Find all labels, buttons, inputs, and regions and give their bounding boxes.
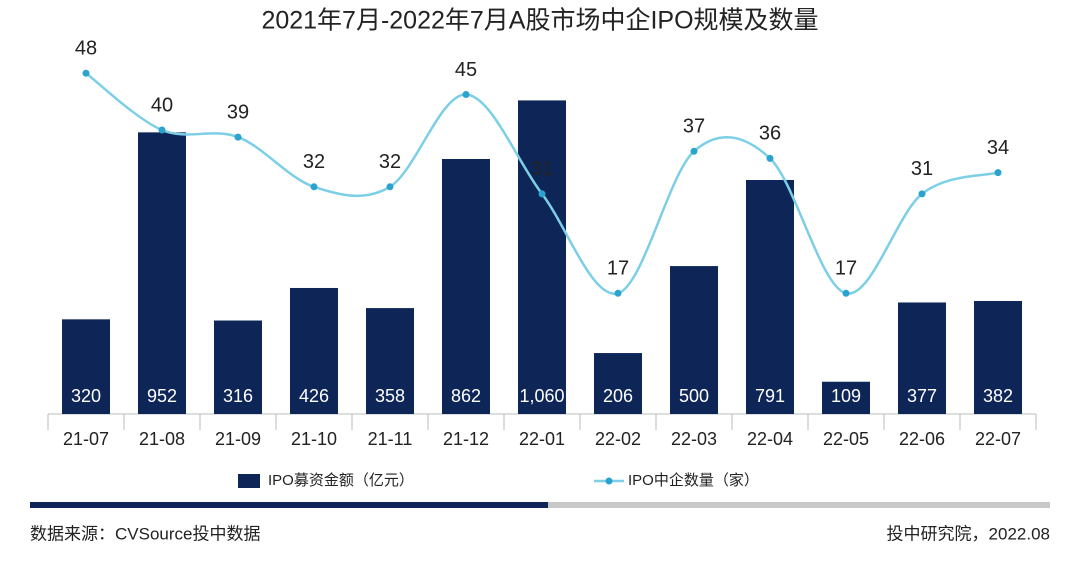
line-value-label: 32 (379, 151, 401, 173)
bar (290, 287, 338, 414)
line-point (994, 169, 1002, 177)
legend-marker (605, 477, 613, 485)
x-tick-label: 22-06 (899, 429, 945, 449)
legend-label: IPO募资金额（亿元） (268, 472, 414, 489)
legend-swatch (238, 474, 260, 488)
line-value-label: 17 (835, 258, 857, 280)
x-tick-label: 21-08 (139, 429, 185, 449)
bar-value-label: 109 (831, 386, 861, 406)
bar-value-label: 862 (451, 386, 481, 406)
line-value-label: 40 (151, 94, 173, 116)
bar-value-label: 500 (679, 386, 709, 406)
x-tick-label: 21-07 (63, 429, 109, 449)
bar (670, 266, 718, 414)
bar-value-label: 358 (375, 386, 405, 406)
line-point (310, 183, 318, 191)
legend-label: IPO中企数量（家） (628, 471, 759, 489)
bar-value-label: 382 (983, 386, 1013, 406)
bar-value-label: 1,060 (519, 386, 564, 406)
x-tick-label: 21-11 (368, 429, 413, 449)
line-point (842, 289, 850, 297)
bar-value-label: 206 (603, 386, 633, 406)
divider-dark (30, 502, 548, 508)
line-point (614, 289, 622, 297)
bar (594, 353, 642, 414)
bar-value-label: 320 (71, 386, 101, 406)
bar-value-label: 316 (223, 386, 253, 406)
line-value-label: 39 (227, 101, 249, 123)
bar-value-label: 426 (299, 386, 329, 406)
x-tick-label: 22-03 (671, 429, 717, 449)
bar (746, 179, 794, 414)
line-point (158, 126, 166, 134)
line-value-label: 48 (75, 37, 97, 59)
bar-value-label: 377 (907, 386, 937, 406)
line-point (538, 190, 546, 198)
x-tick-label: 22-04 (747, 429, 793, 449)
bar (366, 308, 414, 414)
bar (138, 132, 186, 414)
source-note: 数据来源：CVSource投中数据 (30, 524, 260, 543)
x-tick-label: 21-12 (443, 429, 489, 449)
bar-value-label: 791 (755, 386, 785, 406)
line-value-label: 37 (683, 116, 705, 138)
bar (62, 319, 110, 414)
line-point (386, 183, 394, 191)
line-point (690, 147, 698, 155)
x-tick-label: 21-10 (291, 429, 337, 449)
x-tick-label: 22-02 (595, 429, 641, 449)
divider-light (548, 502, 1050, 508)
line-value-label: 17 (607, 258, 629, 280)
bar (974, 300, 1022, 414)
bar (822, 381, 870, 414)
line-value-label: 34 (987, 137, 1009, 159)
credit-note: 投中研究院，2022.08 (887, 524, 1050, 543)
line-value-label: 36 (759, 123, 781, 145)
x-tick-label: 22-05 (823, 429, 869, 449)
x-tick-label: 22-07 (975, 429, 1021, 449)
chart-title: 2021年7月-2022年7月A股市场中企IPO规模及数量 (261, 7, 818, 35)
line-point (82, 69, 90, 77)
line-value-label: 32 (303, 151, 325, 173)
line-value-label: 45 (455, 59, 477, 81)
line-point (234, 133, 242, 141)
bar (442, 158, 490, 414)
line-point (766, 154, 774, 162)
bar (518, 100, 566, 415)
line-value-label: 31 (911, 158, 933, 180)
bar-value-label: 952 (147, 386, 177, 406)
x-tick-label: 21-09 (215, 429, 261, 449)
x-tick-label: 22-01 (519, 429, 565, 449)
bar (898, 302, 946, 414)
bar (214, 320, 262, 414)
line-point (918, 190, 926, 198)
line-point (462, 91, 470, 98)
line-value-label: 31 (531, 158, 553, 180)
